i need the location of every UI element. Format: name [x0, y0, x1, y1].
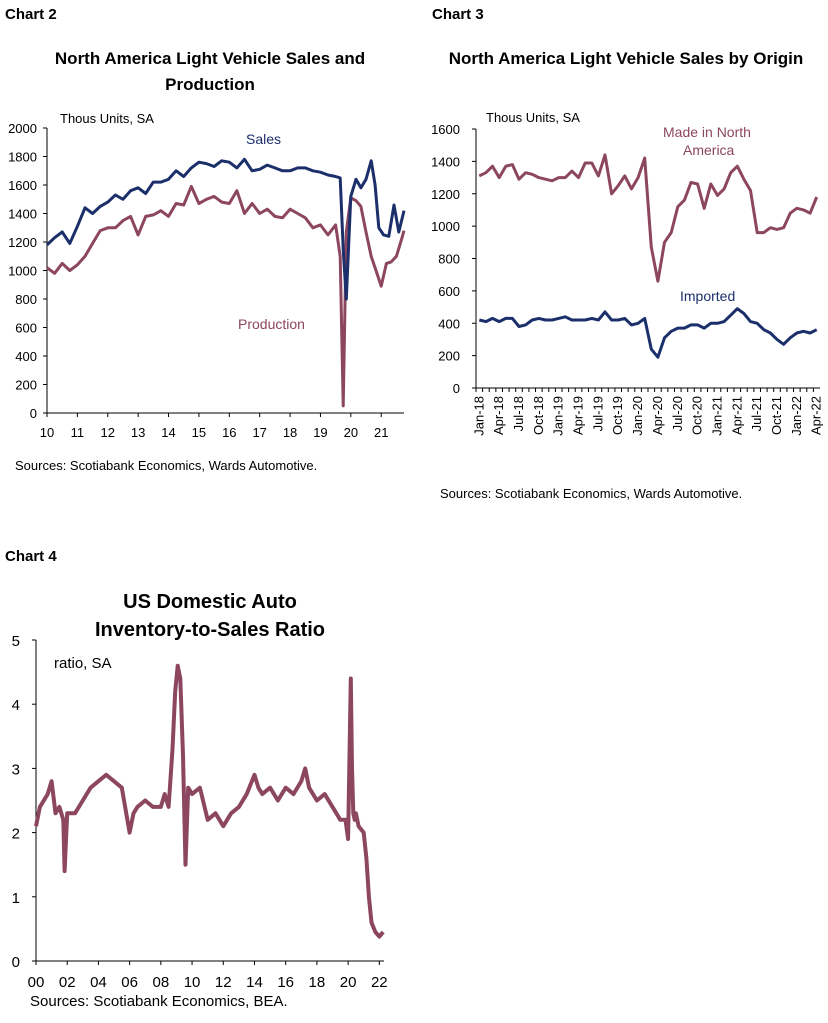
chart2-x-tick-label: 12 — [101, 425, 115, 440]
chart3-line-imported — [478, 307, 818, 359]
chart3-y-tick-label: 0 — [453, 381, 460, 396]
chart2-y-tick-label: 0 — [30, 406, 37, 421]
chart2-x-tick-label: 14 — [161, 425, 175, 440]
chart3-x-tick-label: Jul-21 — [749, 396, 764, 431]
chart3-annotation-made-line1: Made in North — [663, 124, 751, 140]
chart2-x-tick-label: 16 — [222, 425, 236, 440]
chart4-units: ratio, SA — [54, 655, 112, 672]
chart3-y-tick-label: 1400 — [431, 154, 460, 169]
chart4-y-tick-label: 1 — [12, 890, 20, 907]
chart3-line-made-in-north-america — [478, 153, 819, 283]
chart2-y-tick-label: 1800 — [8, 150, 37, 165]
chart4-x-tick-label: 14 — [246, 974, 263, 991]
chart4-x-tick-label: 12 — [215, 974, 232, 991]
chart3-y-tick-label: 1000 — [431, 219, 460, 234]
chart3-plot: Thous Units, SA 0 200 400 600 800 1000 1200 140… — [431, 110, 824, 436]
chart3-x-tick-label: Apr-21 — [729, 396, 744, 435]
chart2-y-tick-label: 600 — [15, 321, 37, 336]
chart3-x-tick-label: Apr-18 — [491, 396, 506, 435]
chart2-x-tick-label: 20 — [344, 425, 358, 440]
chart4-x-tick-label: 18 — [309, 974, 326, 991]
chart4-x-tick-label: 10 — [184, 974, 201, 991]
chart2-x-tick-label: 10 — [40, 425, 54, 440]
chart2-y-tick-label: 400 — [15, 349, 37, 364]
chart2-x-tick-label: 13 — [131, 425, 145, 440]
chart3-x-tick-label: Oct-21 — [769, 396, 784, 435]
chart3-x-tick-label: Jan-18 — [471, 396, 486, 436]
chart3-x-tick-label: Oct-18 — [531, 396, 546, 435]
chart3-x-tick-label: Oct-20 — [690, 396, 705, 435]
chart3-x-tick-label: Jan-22 — [789, 396, 804, 436]
chart4-y-tick-label: 4 — [12, 697, 20, 714]
chart4-x-tick-label: 04 — [90, 974, 107, 991]
chart3-x-tick-label: Oct-19 — [610, 396, 625, 435]
chart2-x-tick-label: 18 — [283, 425, 297, 440]
chart3-label: Chart 3 — [432, 6, 484, 23]
chart2-y-tick-label: 1600 — [8, 178, 37, 193]
chart3-y-tick-label: 200 — [438, 349, 460, 364]
chart2-y-tick-label: 1400 — [8, 207, 37, 222]
chart2-y-tick-label: 2000 — [8, 121, 37, 136]
chart4-x-tick-label: 06 — [121, 974, 138, 991]
chart3-x-tick-label: Jul-19 — [590, 396, 605, 431]
chart3-x-tick-label: Jul-18 — [511, 396, 526, 431]
chart4-line-ratio — [34, 663, 385, 939]
chart3-source: Sources: Scotiabank Economics, Wards Aut… — [440, 486, 743, 501]
chart2-x-tick-label: 21 — [374, 425, 388, 440]
chart3-annotation-imported: Imported — [680, 288, 735, 304]
chart4-x-tick-label: 00 — [28, 974, 45, 991]
chart4-x-tick-label: 16 — [277, 974, 294, 991]
chart4-y-tick-label: 2 — [12, 826, 20, 843]
chart4-x-tick-label: 22 — [371, 974, 388, 991]
chart2-x-tick-label: 15 — [192, 425, 206, 440]
chart3-y-tick-label: 400 — [438, 316, 460, 331]
chart3-x-tick-label: Jan-21 — [709, 396, 724, 436]
chart2-plot: Thous Units, SA 0 200 400 600 800 1000 1200 140… — [8, 111, 406, 440]
chart4-y-tick-label: 5 — [12, 633, 20, 650]
chart3-y-tick-label: 600 — [438, 284, 460, 299]
chart3-annotation-made-in-na: Made in North America — [663, 124, 755, 158]
chart4-title-line2: Inventory-to-Sales Ratio — [94, 619, 326, 641]
chart4-y-tick-label: 0 — [12, 954, 20, 971]
chart2-source: Sources: Scotiabank Economics, Wards Aut… — [15, 458, 318, 473]
chart2-units: Thous Units, SA — [60, 111, 154, 126]
chart4-title-line1: US Domestic Auto — [123, 591, 297, 613]
chart2-annotation-production: Production — [238, 316, 305, 332]
chart2-x-tick-label: 11 — [71, 425, 85, 440]
chart2-label: Chart 2 — [5, 6, 57, 23]
chart2-y-tick-label: 1200 — [8, 235, 37, 250]
chart3-x-tick-label: Apr-20 — [650, 396, 665, 435]
chart2-y-tick-label: 1000 — [8, 264, 37, 279]
chart3-x-tick-label: Apr-19 — [571, 396, 586, 435]
chart2-y-tick-label: 200 — [15, 378, 37, 393]
chart3-x-tick-label: Jan-19 — [551, 396, 566, 436]
chart3-x-tick-label: Jul-20 — [670, 396, 685, 431]
chart2-line-production — [46, 184, 406, 408]
chart4-y-tick-label: 3 — [12, 761, 20, 778]
chart4-source: Sources: Scotiabank Economics, BEA. — [30, 993, 288, 1010]
chart4-x-tick-label: 20 — [340, 974, 357, 991]
chart3-x-tick-label: Apr-22 — [809, 396, 824, 435]
chart3-annotation-made-line2: America — [683, 142, 735, 158]
chart3-y-tick-label: 1600 — [431, 122, 460, 137]
chart3-title: North America Light Vehicle Sales by Ori… — [448, 49, 804, 68]
chart2-x-tick-label: 17 — [252, 425, 266, 440]
chart2-line-sales — [45, 157, 406, 301]
chart3-x-tick-label: Jan-20 — [630, 396, 645, 436]
chart4-x-tick-label: 02 — [59, 974, 76, 991]
chart3-y-tick-label: 1200 — [431, 187, 460, 202]
chart3-units: Thous Units, SA — [486, 110, 580, 125]
chart4-x-tick-label: 08 — [152, 974, 169, 991]
chart2-y-tick-label: 800 — [15, 292, 37, 307]
chart2-annotation-sales: Sales — [246, 131, 281, 147]
chart3-y-tick-label: 800 — [438, 252, 460, 267]
chart4-title: US Domestic Auto Inventory-to-Sales Rati… — [60, 588, 360, 644]
chart2-title: North America Light Vehicle Sales and Pr… — [54, 49, 366, 94]
chart4-label: Chart 4 — [5, 548, 57, 565]
chart2-x-tick-label: 19 — [313, 425, 327, 440]
